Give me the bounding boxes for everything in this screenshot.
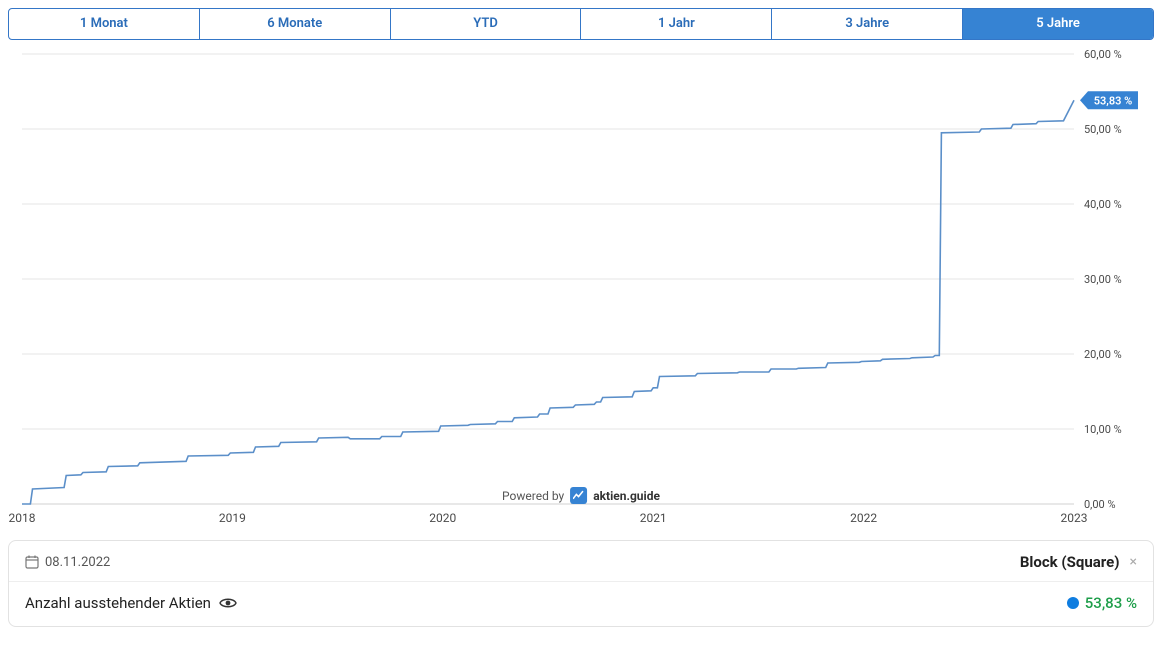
date-text: 08.11.2022 xyxy=(45,555,110,570)
time-range-tab[interactable]: 3 Jahre xyxy=(772,9,963,39)
calendar-icon xyxy=(25,555,39,569)
eye-icon[interactable] xyxy=(219,596,235,610)
svg-text:53,83 %: 53,83 % xyxy=(1094,94,1133,107)
svg-text:10,00 %: 10,00 % xyxy=(1084,423,1122,436)
attribution-prefix: Powered by xyxy=(502,489,564,503)
time-range-tab[interactable]: 1 Jahr xyxy=(581,9,772,39)
metric-label: Anzahl ausstehender Aktien xyxy=(25,594,211,612)
details-card: 08.11.2022 Block (Square) × Anzahl ausst… xyxy=(8,540,1154,627)
stock-name-group: Block (Square) × xyxy=(1020,553,1137,571)
svg-text:60,00 %: 60,00 % xyxy=(1084,48,1122,61)
time-range-tab[interactable]: YTD xyxy=(391,9,582,39)
svg-text:2018: 2018 xyxy=(9,511,36,525)
svg-text:0,00 %: 0,00 % xyxy=(1084,498,1116,511)
svg-text:2019: 2019 xyxy=(219,511,246,525)
time-range-tab[interactable]: 5 Jahre xyxy=(963,9,1153,39)
svg-text:2022: 2022 xyxy=(850,511,877,525)
stock-name: Block (Square) xyxy=(1020,553,1120,571)
chart-logo-icon xyxy=(570,487,587,504)
series-dot-icon xyxy=(1067,597,1079,609)
svg-text:30,00 %: 30,00 % xyxy=(1084,273,1122,286)
metric-value-group: 53,83 % xyxy=(1067,594,1137,612)
svg-text:2023: 2023 xyxy=(1061,511,1088,525)
attribution: Powered by aktien.guide xyxy=(502,487,660,504)
date-display: 08.11.2022 xyxy=(25,555,110,570)
svg-text:50,00 %: 50,00 % xyxy=(1084,123,1122,136)
close-icon[interactable]: × xyxy=(1130,554,1137,570)
metric-label-group: Anzahl ausstehender Aktien xyxy=(25,594,235,612)
svg-text:40,00 %: 40,00 % xyxy=(1084,198,1122,211)
metric-row: Anzahl ausstehender Aktien 53,83 % xyxy=(9,581,1153,626)
step-line-chart[interactable]: 0,00 % 10,00 % 20,00 % 30,00 % 40,00 % 50,00 … xyxy=(8,46,1154,526)
svg-text:2020: 2020 xyxy=(429,511,456,525)
attribution-brand: aktien.guide xyxy=(593,489,660,503)
details-header: 08.11.2022 Block (Square) × xyxy=(9,541,1153,581)
time-range-tabs: 1 Monat6 MonateYTD1 Jahr3 Jahre5 Jahre xyxy=(8,8,1154,40)
svg-text:2021: 2021 xyxy=(640,511,667,525)
time-range-tab[interactable]: 6 Monate xyxy=(200,9,391,39)
metric-value: 53,83 % xyxy=(1085,594,1137,612)
svg-text:20,00 %: 20,00 % xyxy=(1084,348,1122,361)
time-range-tab[interactable]: 1 Monat xyxy=(9,9,200,39)
chart-container: 0,00 % 10,00 % 20,00 % 30,00 % 40,00 % 50,00 … xyxy=(8,46,1154,526)
